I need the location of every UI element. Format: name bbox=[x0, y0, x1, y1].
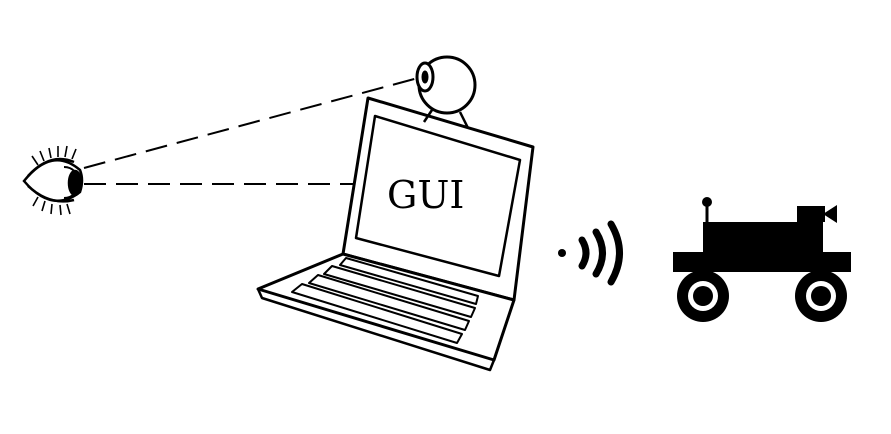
webcam-icon bbox=[415, 55, 477, 129]
sight-line-to-webcam bbox=[83, 77, 419, 169]
rover-camera-icon bbox=[797, 205, 837, 223]
sight-lines bbox=[83, 77, 419, 185]
screen-label: GUI bbox=[387, 173, 464, 217]
robot-rover-icon bbox=[673, 197, 851, 322]
wireless-signal-icon bbox=[558, 220, 623, 286]
rover-body bbox=[703, 222, 823, 254]
laptop-icon bbox=[256, 96, 535, 372]
eye-icon bbox=[22, 145, 84, 216]
laptop-keyboard bbox=[291, 257, 479, 344]
rover-wheel-left bbox=[677, 270, 729, 322]
laptop-screen bbox=[354, 114, 522, 278]
rover-chassis bbox=[673, 252, 851, 272]
rover-wheel-right bbox=[795, 270, 847, 322]
